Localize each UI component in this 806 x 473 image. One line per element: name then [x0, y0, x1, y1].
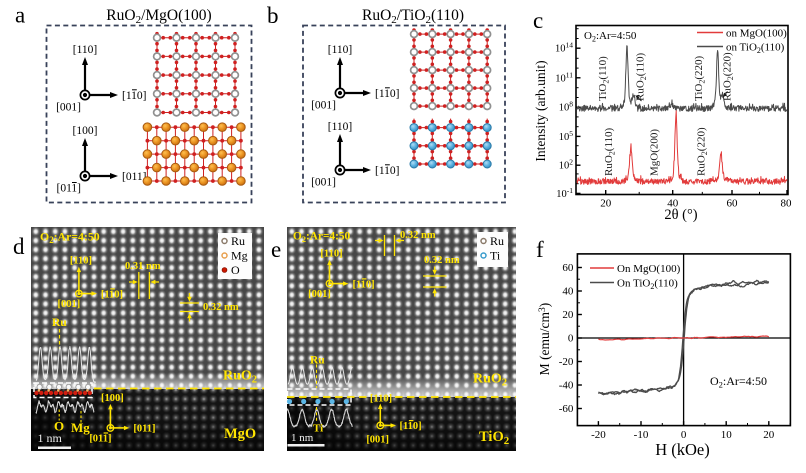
svg-text:On MgO(100): On MgO(100): [617, 263, 681, 275]
svg-text:TiO2(110): TiO2(110): [597, 56, 611, 101]
svg-text:Ru: Ru: [231, 234, 245, 248]
svg-text:on TiO2(110): on TiO2(110): [726, 42, 785, 56]
svg-text:Ti: Ti: [490, 249, 501, 263]
svg-text:0: 0: [568, 333, 574, 345]
svg-text:[110]: [110]: [320, 249, 342, 260]
svg-text:Mg: Mg: [231, 249, 248, 263]
svg-text:20: 20: [763, 429, 775, 441]
svg-text:[110]: [110]: [328, 44, 352, 56]
svg-text:Intensity (arb.unit): Intensity (arb.unit): [533, 60, 548, 161]
svg-text:RuO2(220): RuO2(220): [696, 127, 710, 176]
svg-text:MgO: MgO: [224, 426, 256, 442]
svg-text:40: 40: [562, 286, 574, 298]
svg-text:RuO2: RuO2: [473, 372, 507, 389]
svg-text:[100]: [100]: [101, 393, 124, 404]
svg-text:-10: -10: [634, 429, 649, 441]
svg-text:20: 20: [600, 198, 612, 210]
svg-text:Ru: Ru: [310, 355, 325, 367]
svg-text:[001]: [001]: [311, 177, 336, 189]
svg-text:RuO2(110): RuO2(110): [603, 127, 617, 176]
svg-text:a: a: [15, 3, 25, 28]
svg-text:60: 60: [727, 198, 739, 210]
svg-text:0.32 nm: 0.32 nm: [203, 302, 239, 313]
svg-text:[001]: [001]: [311, 100, 336, 112]
svg-text:on MgO(100): on MgO(100): [726, 28, 787, 40]
svg-text:RuO2(110): RuO2(110): [635, 52, 649, 101]
svg-text:O2:Ar=4:50: O2:Ar=4:50: [584, 30, 637, 44]
svg-text:0: 0: [681, 429, 687, 441]
svg-text:1 nm: 1 nm: [291, 432, 314, 444]
svg-text:e: e: [271, 237, 281, 262]
svg-text:[001]: [001]: [308, 289, 331, 300]
svg-text:[011]: [011]: [57, 183, 81, 195]
svg-text:[110]: [110]: [122, 90, 146, 102]
svg-text:10: 10: [721, 429, 733, 441]
svg-text:d: d: [13, 234, 25, 259]
svg-text:O2:Ar=4:50: O2:Ar=4:50: [710, 374, 767, 390]
svg-text:RuO2(220): RuO2(220): [722, 52, 736, 101]
svg-text:TiO2: TiO2: [479, 429, 509, 447]
svg-text:0.31 nm: 0.31 nm: [125, 261, 161, 272]
svg-text:2θ (°): 2θ (°): [664, 207, 697, 223]
svg-text:0.32 nm: 0.32 nm: [400, 230, 436, 241]
svg-text:[011]: [011]: [122, 171, 146, 183]
svg-text:-40: -40: [559, 380, 574, 392]
svg-text:b: b: [267, 3, 279, 28]
svg-text:[110]: [110]: [375, 88, 399, 100]
svg-text:[110]: [110]: [370, 394, 392, 405]
svg-text:[011]: [011]: [89, 433, 111, 444]
svg-text:O: O: [54, 419, 64, 434]
svg-text:RuO2/TiO2(110): RuO2/TiO2(110): [362, 7, 464, 26]
svg-text:Ru: Ru: [52, 317, 67, 329]
svg-text:[110]: [110]: [353, 279, 375, 290]
svg-text:[001]: [001]: [366, 435, 389, 446]
svg-text:H (kOe): H (kOe): [655, 440, 710, 459]
svg-text:-20: -20: [591, 429, 606, 441]
svg-text:O2:Ar=4:50: O2:Ar=4:50: [293, 231, 350, 245]
svg-text:60: 60: [562, 262, 574, 274]
svg-text:c: c: [533, 8, 543, 33]
svg-text:Ti: Ti: [313, 423, 323, 435]
svg-text:-60: -60: [559, 403, 574, 415]
svg-text:-20: -20: [559, 356, 574, 368]
svg-text:[110]: [110]: [400, 421, 422, 432]
svg-text:M (emu/cm3): M (emu/cm3): [537, 303, 552, 376]
svg-text:1 nm: 1 nm: [38, 431, 63, 445]
svg-text:O2:Ar=4:50: O2:Ar=4:50: [40, 230, 100, 246]
svg-text:TiO2(220): TiO2(220): [693, 55, 707, 101]
svg-text:0.32 nm: 0.32 nm: [424, 255, 460, 266]
svg-text:[110]: [110]: [70, 256, 92, 267]
svg-text:20: 20: [562, 309, 574, 321]
svg-text:[001]: [001]: [56, 102, 81, 114]
svg-text:f: f: [536, 237, 544, 262]
svg-text:MgO(200): MgO(200): [649, 129, 661, 176]
svg-text:[100]: [100]: [73, 125, 98, 137]
svg-text:Mg: Mg: [71, 420, 90, 435]
svg-text:[110]: [110]: [328, 121, 352, 133]
svg-text:RuO2: RuO2: [223, 369, 257, 386]
svg-text:RuO2/MgO(100): RuO2/MgO(100): [106, 7, 211, 26]
svg-text:[110]: [110]: [73, 44, 97, 56]
svg-text:80: 80: [781, 198, 793, 210]
svg-text:On TiO2(110): On TiO2(110): [617, 278, 678, 292]
svg-text:[001]: [001]: [58, 299, 81, 310]
svg-text:[110]: [110]: [101, 289, 123, 300]
svg-text:Ru: Ru: [490, 234, 504, 248]
svg-text:[110]: [110]: [375, 165, 399, 177]
svg-text:40: 40: [667, 198, 679, 210]
svg-text:O: O: [231, 263, 240, 277]
svg-text:[011]: [011]: [133, 424, 155, 435]
